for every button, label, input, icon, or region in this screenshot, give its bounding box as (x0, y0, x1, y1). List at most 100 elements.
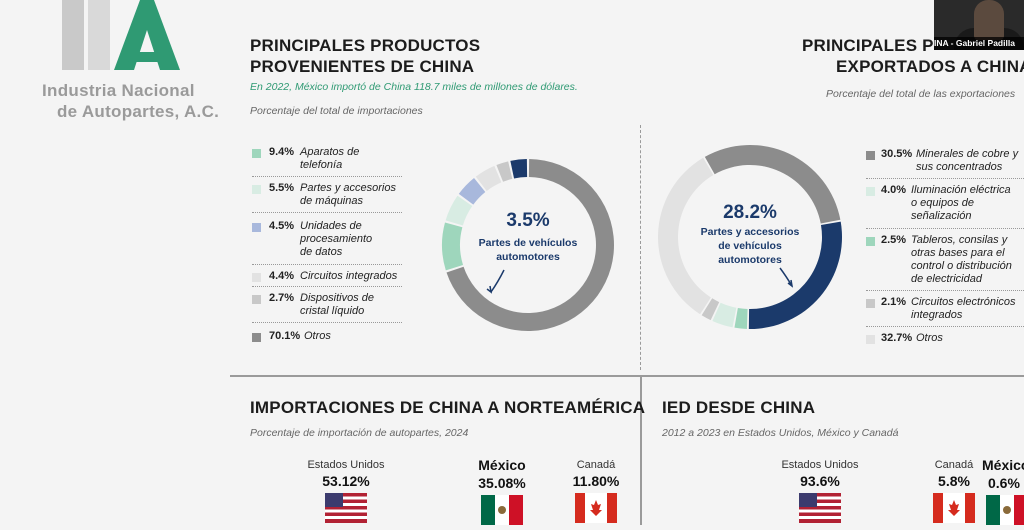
legend-swatch (252, 185, 261, 194)
exports-subtitle: Porcentaje del total de las exportacione… (826, 88, 1016, 100)
country-name: Canadá (934, 459, 974, 471)
legend-label: Dispositivos de cristal líquido (300, 292, 374, 317)
logo-line-1: Industria Nacional (42, 81, 195, 100)
imports-title-line-2: PROVENIENTES DE CHINA (250, 57, 475, 76)
exports-highlight-label-line-1: Partes y accesorios (700, 226, 800, 238)
fdi-title: IED DESDE CHINA (662, 398, 816, 417)
legend-pct: 2.5% (881, 234, 907, 246)
imports-highlight-pct: 3.5% (506, 210, 550, 231)
country-value: 5.8% (938, 473, 970, 489)
legend-item: 4.5% Unidades de procesamiento de datos (252, 220, 402, 265)
legend-swatch (252, 333, 261, 342)
mexico-flag-icon (481, 495, 523, 525)
legend-item: 2.7% Dispositivos de cristal líquido (252, 292, 402, 323)
donut-slice (704, 144, 841, 224)
usa-flag-icon (325, 493, 367, 523)
na-imports-subtitle: Porcentaje de importación de autopartes,… (250, 427, 469, 439)
legend-pct: 2.1% (881, 296, 907, 308)
imports-legend: 9.4% Aparatos de telefonía 5.5% Partes y… (252, 146, 412, 351)
section-divider (230, 375, 1024, 377)
donut-slice (458, 178, 486, 205)
donut-slice (442, 222, 464, 271)
legend-pct: 2.7% (269, 292, 295, 304)
canada-flag-icon (933, 493, 975, 523)
country-canada: Canadá 11.80% (546, 459, 646, 528)
panel-divider (640, 125, 641, 370)
imports-title: PRINCIPALES PRODUCTOS PROVENIENTES DE CH… (250, 35, 480, 77)
donut-slice (475, 165, 502, 191)
ina-logo-mark (62, 0, 180, 70)
legend-swatch (866, 187, 875, 196)
legend-item: 32.7% Otros (866, 332, 1024, 348)
legend-label: Otros (304, 330, 331, 342)
donut-slice (445, 195, 473, 226)
exports-legend: 30.5% Minerales de cobre y sus concentra… (866, 148, 1024, 348)
legend-label: Circuitos integrados (300, 270, 398, 282)
legend-pct: 4.4% (269, 270, 295, 282)
imports-highlight-label: Partes de vehículos automotores (458, 236, 598, 264)
legend-swatch (252, 223, 261, 232)
exports-highlight-pct: 28.2% (723, 202, 777, 223)
country-value: 53.12% (322, 473, 370, 489)
exports-highlight-label-line-3: automotores (718, 254, 782, 266)
pointer-arrow-head (486, 285, 493, 294)
imports-highlight-label-line-2: automotores (496, 251, 560, 263)
pointer-arrow-head (787, 279, 794, 288)
usa-flag-icon (799, 493, 841, 523)
legend-swatch (866, 335, 875, 344)
legend-label: Unidades de procesamiento de datos (300, 220, 373, 258)
legend-pct: 5.5% (269, 182, 295, 194)
fdi-subtitle: 2012 a 2023 en Estados Unidos, México y … (662, 427, 899, 439)
country-value: 11.80% (572, 473, 620, 489)
legend-swatch (252, 149, 261, 158)
na-imports-title: IMPORTACIONES DE CHINA A NORTEAMÉRICA (250, 398, 646, 417)
donut-slice (712, 302, 737, 328)
legend-pct: 32.7% (881, 332, 913, 344)
exports-title-line-2: EXPORTADOS A CHINA (836, 57, 1024, 76)
participant-video-tile[interactable]: INA - Gabriel Padilla (934, 0, 1024, 50)
country-name: México (478, 457, 526, 473)
country-value: 93.6% (800, 473, 840, 489)
imports-subtitle: Porcentaje del total de importaciones (250, 105, 423, 117)
legend-label: Circuitos electrónicos integrados (911, 296, 1016, 321)
donut-slice (658, 157, 714, 315)
country-name: Estados Unidos (781, 459, 859, 471)
fdi-country-usa: Estados Unidos 93.6% (770, 459, 870, 528)
country-value: 35.08% (478, 475, 526, 491)
country-name: Canadá (576, 459, 616, 471)
legend-pct: 30.5% (881, 148, 913, 160)
legend-pct: 9.4% (269, 146, 295, 158)
country-name: México (982, 457, 1024, 473)
legend-item: 9.4% Aparatos de telefonía (252, 146, 402, 177)
imports-highlight-label-line-1: Partes de vehículos (478, 237, 578, 249)
donut-slice (748, 221, 842, 329)
legend-label: Tableros, consilas y otras bases para el… (911, 234, 1012, 285)
legend-item: 30.5% Minerales de cobre y sus concentra… (866, 148, 1024, 179)
canada-flag-icon (575, 493, 617, 523)
legend-swatch (866, 237, 875, 246)
donut-slice (701, 298, 720, 321)
imports-note: En 2022, México importó de China 118.7 m… (250, 81, 578, 93)
mexico-flag-icon (986, 495, 1024, 525)
exports-highlight-label-line-2: de vehículos (718, 240, 782, 252)
legend-item: 4.0% Iluminación eléctrica o equipos de … (866, 184, 1024, 229)
participant-name: INA - Gabriel Padilla (934, 37, 1024, 50)
fdi-country-canada: Canadá 5.8% (914, 459, 994, 528)
legend-swatch (252, 295, 261, 304)
pointer-arrow (779, 267, 793, 287)
donut-slice (734, 307, 748, 329)
donut-slice (510, 159, 528, 179)
exports-title-line-1: PRINCIPALES P (802, 36, 934, 55)
legend-item: 2.1% Circuitos electrónicos integrados (866, 296, 1024, 327)
legend-pct: 4.5% (269, 220, 295, 232)
exports-title: PRINCIPALES P EXPORTADOS A CHINA (802, 35, 1024, 77)
legend-label: Otros (916, 332, 943, 344)
legend-label: Partes y accesorios de máquinas (300, 182, 396, 207)
legend-label: Iluminación eléctrica o equipos de señal… (911, 184, 1011, 222)
legend-pct: 4.0% (881, 184, 907, 196)
exports-donut-chart (658, 144, 842, 329)
legend-item: 5.5% Partes y accesorios de máquinas (252, 182, 402, 213)
bottom-panel-divider (640, 377, 642, 525)
legend-swatch (866, 151, 875, 160)
logo-line-2: de Autopartes, A.C. (57, 102, 220, 121)
